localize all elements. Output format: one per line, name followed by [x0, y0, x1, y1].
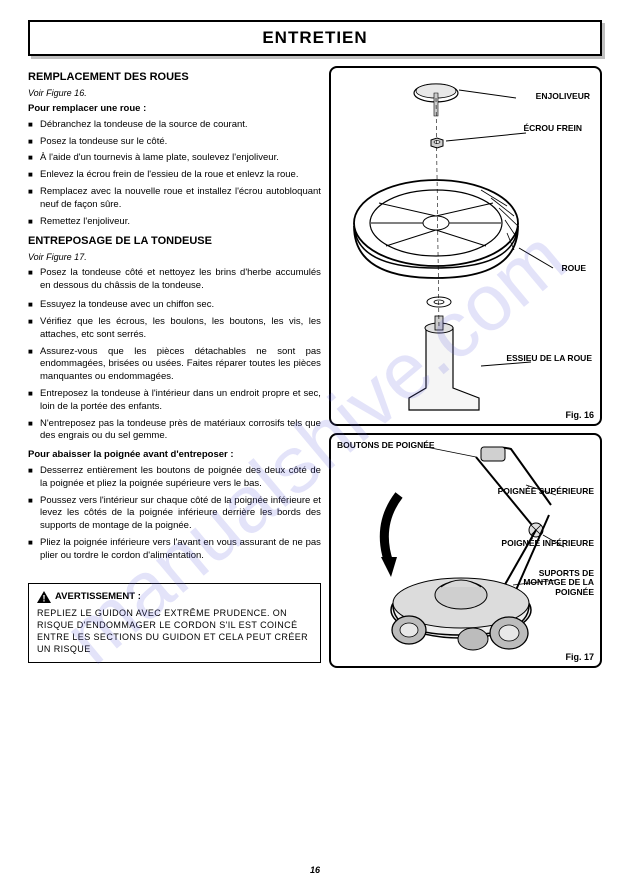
section2-list2: Essuyez la tondeuse avec un chiffon sec.…: [28, 299, 321, 443]
callout-essieu: ESSIEU DE LA ROUE: [506, 354, 592, 363]
wheel-diagram: [331, 68, 604, 426]
list-item: À l'aide d'un tournevis à lame plate, so…: [28, 152, 321, 165]
warning-label: AVERTISSEMENT :: [55, 591, 141, 604]
callout-sup: POIGNÉE SUPÉRIEURE: [498, 487, 594, 496]
warning-icon: !: [37, 591, 51, 603]
warning-head: ! AVERTISSEMENT :: [37, 591, 312, 604]
section1-heading: REMPLACEMENT DES ROUES: [28, 70, 321, 85]
fig16-label: Fig. 16: [565, 410, 594, 420]
list-item: Vérifiez que les écrous, les boulons, le…: [28, 316, 321, 342]
section2-list1: Posez la tondeuse côté et nettoyez les b…: [28, 267, 321, 293]
callout-supports: SUPORTS DE MONTAGE DE LA POIGNÉE: [522, 569, 594, 597]
list-item: Débranchez la tondeuse de la source de c…: [28, 119, 321, 132]
section2-ref: Voir Figure 17.: [28, 251, 321, 263]
section1-ref: Voir Figure 16.: [28, 87, 321, 99]
callout-ecrou: ÉCROU FREIN: [523, 124, 582, 133]
fig17-label: Fig. 17: [565, 652, 594, 662]
list-item: Poussez vers l'intérieur sur chaque côté…: [28, 495, 321, 533]
list-item: Posez la tondeuse côté et nettoyez les b…: [28, 267, 321, 293]
list-item: N'entreposez pas la tondeuse près de mat…: [28, 418, 321, 444]
list-item: Essuyez la tondeuse avec un chiffon sec.: [28, 299, 321, 312]
warning-text: REPLIEZ LE GUIDON AVEC EXTRÊME PRUDENCE.…: [37, 607, 312, 656]
warning-box: ! AVERTISSEMENT : REPLIEZ LE GUIDON AVEC…: [28, 583, 321, 663]
section1-list: Débranchez la tondeuse de la source de c…: [28, 119, 321, 229]
list-item: Remplacez avec la nouvelle roue et insta…: [28, 186, 321, 212]
list-item: Posez la tondeuse sur le côté.: [28, 136, 321, 149]
left-column: REMPLACEMENT DES ROUES Voir Figure 16. P…: [28, 66, 321, 668]
callout-inf: POIGNÉE INFÉRIEURE: [501, 539, 594, 548]
callout-boutons: BOUTONS DE POIGNÉE: [337, 441, 435, 450]
mower-diagram: [331, 435, 604, 668]
list-item: Assurez-vous que les pièces détachables …: [28, 346, 321, 384]
figure-16: ENJOLIVEUR ÉCROU FREIN ROUE ESSIEU DE LA…: [329, 66, 602, 426]
callout-enjoliveur: ENJOLIVEUR: [536, 92, 590, 101]
section2-subhead2: Pour abaisser la poignée avant d'entrepo…: [28, 449, 321, 462]
title-box: ENTRETIEN: [28, 20, 602, 56]
right-column: ENJOLIVEUR ÉCROU FREIN ROUE ESSIEU DE LA…: [329, 66, 602, 668]
callout-roue: ROUE: [561, 264, 586, 273]
section2-list3: Desserrez entièrement les boutons de poi…: [28, 465, 321, 563]
list-item: Entreposez la tondeuse à l'intérieur dan…: [28, 388, 321, 414]
list-item: Pliez la poignée inférieure vers l'avant…: [28, 537, 321, 563]
page-number: 16: [310, 865, 320, 875]
section1-subhead: Pour remplacer une roue :: [28, 103, 321, 116]
list-item: Enlevez la écrou frein de l'essieu de la…: [28, 169, 321, 182]
page-title: ENTRETIEN: [30, 28, 600, 48]
list-item: Desserrez entièrement les boutons de poi…: [28, 465, 321, 491]
section2-heading: ENTREPOSAGE DE LA TONDEUSE: [28, 234, 321, 249]
figure-17: BOUTONS DE POIGNÉE POIGNÉE SUPÉRIEURE PO…: [329, 433, 602, 668]
list-item: Remettez l'enjoliveur.: [28, 216, 321, 229]
svg-text:!: !: [43, 594, 46, 604]
